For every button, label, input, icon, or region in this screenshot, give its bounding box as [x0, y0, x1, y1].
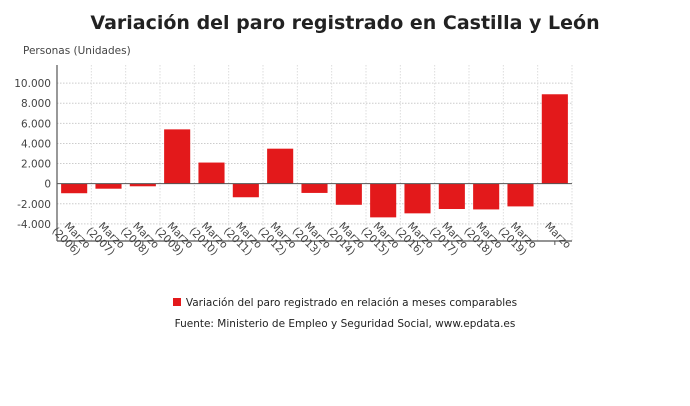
y-tick-label: 10.000	[14, 78, 51, 90]
x-tick-label: Marzo(2013)	[290, 217, 333, 260]
y-tick-label: 2.000	[21, 159, 51, 171]
bar	[232, 183, 259, 198]
bar	[129, 183, 156, 187]
source-note: Fuente: Ministerio de Empleo y Seguridad…	[174, 318, 516, 330]
bar	[61, 183, 88, 194]
y-tick-label: -2.000	[17, 199, 51, 211]
bar	[370, 183, 397, 218]
x-tick-label: Marzo(2012)	[255, 217, 298, 260]
bar	[198, 162, 225, 184]
x-tick-label: Marzo(2006)	[49, 217, 92, 260]
y-tick-label: 6.000	[21, 118, 51, 130]
x-tick-label: Marzo(2009)	[152, 217, 195, 260]
bar	[335, 183, 362, 205]
bar	[541, 94, 568, 184]
bar	[164, 129, 191, 184]
x-tick-label: Marzo(2018)	[461, 217, 504, 260]
y-tick-label: 4.000	[21, 138, 51, 150]
x-tick-label: Marzo(2008)	[118, 217, 161, 260]
y-tick-label: 8.000	[21, 98, 51, 110]
chart-title: Variación del paro registrado en Castill…	[90, 12, 600, 34]
x-tick-label: Marzo(2014)	[324, 217, 367, 260]
legend: Variación del paro registrado en relació…	[0, 297, 690, 309]
bar	[301, 183, 328, 193]
x-tick-label: Marzo(2019)	[496, 217, 539, 260]
legend-swatch	[172, 298, 181, 306]
x-tick-label: Marzo(2015)	[358, 217, 401, 260]
x-tick-label: Marzo(2016)	[393, 217, 436, 260]
bar	[507, 183, 534, 207]
bar	[438, 183, 465, 210]
x-tick-label: Marzo(2007)	[84, 217, 127, 260]
x-tick-label: Marzo	[542, 220, 573, 251]
y-axis-label: Personas (Unidades)	[23, 45, 131, 57]
x-tick-label: Marzo(2017)	[427, 217, 470, 260]
x-tick-label: Marzo(2010)	[187, 217, 230, 260]
bar	[473, 183, 500, 210]
bar	[267, 148, 294, 184]
y-tick-label: -4.000	[17, 219, 51, 231]
bar	[95, 183, 122, 189]
legend-label: Variación del paro registrado en relació…	[185, 297, 518, 309]
y-tick-label: 0	[44, 179, 51, 191]
bar	[404, 183, 431, 214]
x-tick-label: Marzo(2011)	[221, 217, 264, 260]
